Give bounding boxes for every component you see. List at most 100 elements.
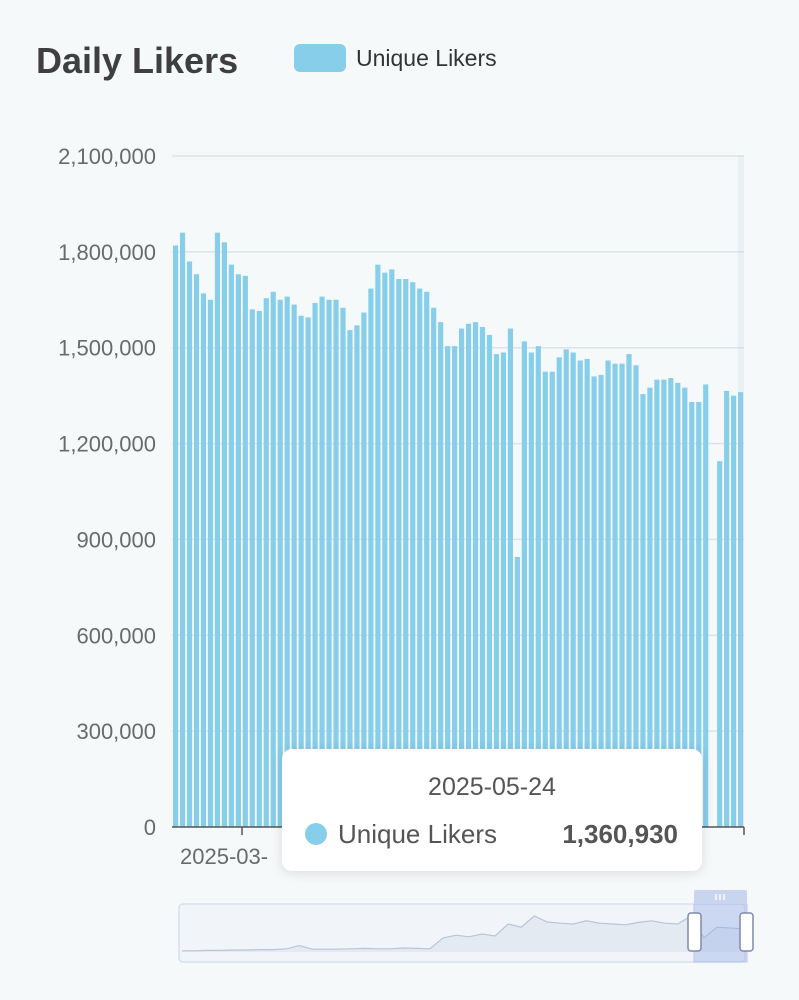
bar[interactable] [661, 379, 667, 827]
bar[interactable] [577, 360, 583, 827]
bar[interactable] [717, 461, 723, 827]
bar[interactable] [431, 307, 437, 827]
bar[interactable] [284, 296, 290, 828]
y-tick-label: 1,500,000 [58, 336, 156, 361]
bar[interactable] [396, 279, 402, 827]
bar[interactable] [263, 298, 269, 827]
bar[interactable] [368, 288, 374, 827]
bar[interactable] [689, 402, 695, 827]
bar[interactable] [542, 371, 548, 827]
zoom-handle-right[interactable] [739, 912, 754, 952]
bar[interactable] [605, 360, 611, 827]
bar[interactable] [528, 352, 534, 827]
y-tick-label: 0 [144, 815, 156, 840]
bar[interactable] [738, 392, 744, 827]
legend-swatch [294, 44, 346, 72]
bar[interactable] [549, 371, 555, 827]
bar[interactable] [675, 382, 681, 827]
bar[interactable] [696, 402, 702, 827]
bar[interactable] [584, 358, 590, 827]
bar[interactable] [389, 269, 395, 828]
bar[interactable] [214, 232, 221, 827]
bar[interactable] [633, 365, 639, 827]
bar[interactable] [619, 363, 625, 827]
bar[interactable] [361, 312, 367, 828]
x-tick-label: 2025-03- [180, 844, 268, 869]
bar[interactable] [612, 363, 618, 827]
bar[interactable] [591, 376, 597, 827]
bar[interactable] [724, 390, 730, 827]
y-tick-label: 2,100,000 [58, 144, 156, 169]
chart-title: Daily Likers [36, 40, 239, 81]
bar[interactable] [298, 315, 304, 827]
bar[interactable] [472, 322, 479, 827]
bar[interactable] [410, 282, 416, 827]
bar[interactable] [354, 325, 360, 827]
bar[interactable] [340, 307, 346, 827]
bar[interactable] [221, 242, 227, 827]
bar[interactable] [424, 291, 430, 827]
bar[interactable] [193, 274, 200, 827]
bar[interactable] [256, 310, 262, 827]
bar[interactable] [228, 264, 234, 828]
bar[interactable] [535, 346, 541, 827]
tooltip-series-dot [305, 823, 327, 845]
bar[interactable] [640, 394, 646, 827]
tooltip-series-name: Unique Likers [338, 819, 497, 849]
bar[interactable] [438, 322, 444, 827]
bar[interactable] [598, 374, 604, 827]
bar[interactable] [570, 352, 576, 827]
bar[interactable] [249, 309, 255, 827]
tooltip: 2025-05-24 Unique Likers 1,360,930 [282, 749, 702, 871]
bar[interactable] [507, 328, 513, 827]
bar[interactable] [186, 261, 193, 827]
y-tick-label: 1,800,000 [58, 240, 156, 265]
bar[interactable] [500, 352, 507, 827]
bar[interactable] [445, 346, 451, 827]
bar[interactable] [459, 328, 465, 827]
y-tick-label: 600,000 [76, 623, 156, 648]
bar[interactable] [521, 341, 527, 827]
bar[interactable] [305, 317, 311, 827]
y-tick-label: 1,200,000 [58, 432, 156, 457]
bar[interactable] [682, 387, 688, 827]
bar[interactable] [514, 557, 520, 827]
bar[interactable] [173, 245, 179, 827]
bar[interactable] [326, 299, 332, 827]
bar[interactable] [647, 387, 653, 827]
legend-item-unique-likers[interactable]: Unique Likers [294, 44, 497, 72]
bar[interactable] [291, 304, 297, 827]
bar[interactable] [403, 279, 409, 827]
bar[interactable] [731, 395, 737, 827]
bar[interactable] [417, 288, 423, 827]
bar[interactable] [479, 326, 486, 827]
bar[interactable] [207, 299, 214, 827]
bar[interactable] [333, 299, 339, 827]
zoom-selection[interactable] [693, 903, 748, 963]
bar[interactable] [556, 357, 562, 827]
bar[interactable] [654, 379, 660, 827]
y-tick-label: 900,000 [76, 527, 156, 552]
bar[interactable] [486, 334, 493, 827]
bar[interactable] [179, 232, 186, 827]
bar[interactable] [312, 302, 318, 827]
bar[interactable] [347, 330, 353, 827]
bar[interactable] [270, 291, 276, 827]
zoom-handle-left[interactable] [687, 912, 702, 952]
bar[interactable] [375, 264, 381, 828]
bar[interactable] [452, 346, 458, 827]
bar[interactable] [235, 274, 241, 827]
bar[interactable] [563, 349, 569, 827]
bar[interactable] [493, 354, 500, 827]
bar[interactable] [242, 275, 248, 828]
bar[interactable] [668, 378, 674, 827]
bar[interactable] [200, 293, 207, 827]
bar[interactable] [626, 354, 632, 827]
bar[interactable] [277, 299, 283, 827]
bar[interactable] [382, 272, 388, 827]
zoom-overview-area [182, 916, 743, 952]
bar[interactable] [319, 296, 325, 828]
bar[interactable] [703, 384, 709, 827]
bar[interactable] [465, 323, 472, 827]
